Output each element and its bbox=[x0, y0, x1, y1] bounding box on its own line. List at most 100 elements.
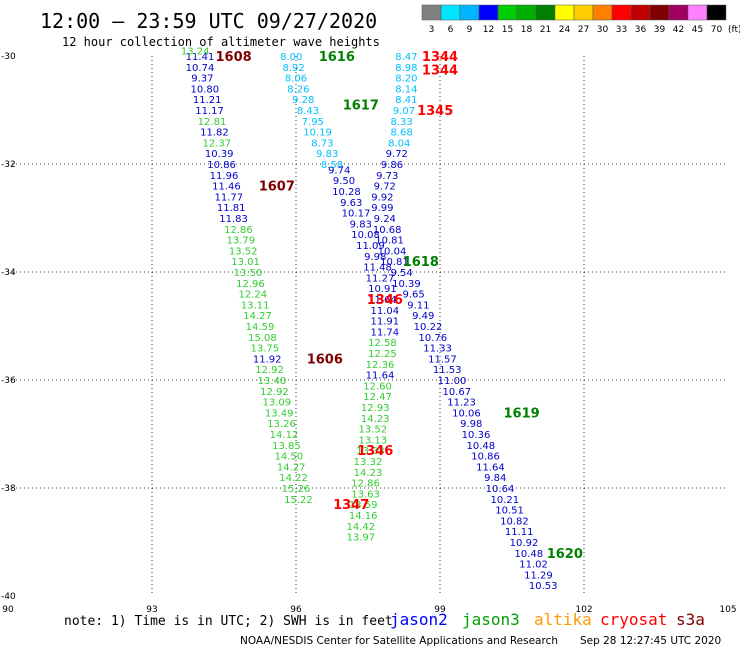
wave-height-value: 12.86 bbox=[351, 479, 380, 490]
wave-height-value: 9.37 bbox=[191, 74, 213, 85]
wave-height-value: 9.24 bbox=[374, 214, 396, 225]
wave-height-value: 11.00 bbox=[438, 376, 467, 387]
wave-height-value: 11.46 bbox=[212, 182, 241, 193]
lon-tick-label: 105 bbox=[719, 605, 736, 615]
pass-number: 1619 bbox=[504, 406, 540, 421]
pass-number: 1344 bbox=[422, 64, 458, 79]
wave-height-value: 10.81 bbox=[380, 257, 409, 268]
legend-bin-label: 42 bbox=[673, 25, 684, 35]
wave-height-value: 9.98 bbox=[460, 419, 482, 430]
wave-height-value: 11.64 bbox=[476, 462, 505, 473]
legend-bin-label: 33 bbox=[616, 25, 627, 35]
wave-height-value: 11.96 bbox=[210, 171, 239, 182]
pass-number: 1607 bbox=[259, 180, 295, 195]
wave-height-value: 12.58 bbox=[368, 338, 397, 349]
lat-tick-label: -38 bbox=[1, 484, 16, 494]
wave-height-value: 9.84 bbox=[484, 473, 506, 484]
wave-height-value: 14.23 bbox=[354, 468, 383, 479]
wave-height-value: 11.64 bbox=[366, 371, 395, 382]
wave-height-value: 9.54 bbox=[390, 268, 412, 279]
mission-name: jason3 bbox=[462, 610, 520, 629]
wave-height-value: 14.27 bbox=[277, 462, 306, 473]
wave-height-value: 10.80 bbox=[190, 84, 219, 95]
wave-height-value: 10.51 bbox=[495, 506, 524, 517]
wave-height-value: 15.26 bbox=[282, 484, 311, 495]
wave-height-value: 14.42 bbox=[346, 522, 375, 533]
wave-height-value: 10.86 bbox=[207, 160, 236, 171]
legend-swatch bbox=[649, 4, 670, 21]
lat-tick-label: -36 bbox=[1, 376, 16, 386]
wave-height-value: 9.83 bbox=[350, 219, 372, 230]
mission-name: jason2 bbox=[390, 610, 448, 629]
wave-height-value: 10.36 bbox=[462, 430, 491, 441]
lon-tick-label: 99 bbox=[434, 605, 446, 615]
wave-height-value: 13.50 bbox=[234, 268, 263, 279]
pass-number: 1344 bbox=[422, 50, 458, 65]
wave-height-value: 11.17 bbox=[195, 106, 224, 117]
wave-height-value: 13.49 bbox=[265, 408, 294, 419]
legend-swatch bbox=[535, 4, 556, 21]
wave-height-value: 13.13 bbox=[358, 435, 387, 446]
wave-height-value: 9.49 bbox=[412, 311, 434, 322]
legend-swatch bbox=[573, 4, 594, 21]
pass-number: 1616 bbox=[319, 50, 355, 65]
wave-height-value: 10.39 bbox=[205, 149, 234, 160]
wave-height-value: 8.14 bbox=[395, 84, 417, 95]
wave-height-value: 12.93 bbox=[361, 403, 390, 414]
wave-height-value: 12.96 bbox=[236, 279, 265, 290]
wave-height-value: 10.76 bbox=[418, 333, 447, 344]
wave-height-value: 9.92 bbox=[371, 192, 393, 203]
footer-credit: NOAA/NESDIS Center for Satellite Applica… bbox=[240, 635, 558, 647]
wave-height-value: 8.58 bbox=[321, 160, 343, 171]
wave-height-value: 8.33 bbox=[390, 117, 412, 128]
wave-height-value: 9.11 bbox=[407, 300, 429, 311]
wave-height-value: 11.92 bbox=[253, 354, 282, 365]
wave-height-value: 14.27 bbox=[243, 311, 272, 322]
wave-height-value: 10.64 bbox=[486, 484, 515, 495]
legend-bin-label: 6 bbox=[448, 25, 454, 35]
legend-bin-label: 21 bbox=[540, 25, 551, 35]
wave-height-value: 10.53 bbox=[529, 581, 558, 592]
wave-height-value: 8.68 bbox=[390, 128, 412, 139]
wave-height-value: 8.98 bbox=[395, 63, 417, 74]
legend-unit: (ft) bbox=[728, 25, 740, 35]
legend-bin-label: 18 bbox=[521, 25, 533, 35]
wave-height-value: 8.47 bbox=[395, 52, 417, 63]
pass-number: 1608 bbox=[216, 50, 252, 65]
legend-swatch bbox=[554, 4, 575, 21]
wave-height-value: 13.11 bbox=[241, 300, 270, 311]
wave-height-value: 13.32 bbox=[354, 457, 383, 468]
wave-height-value: 10.86 bbox=[471, 452, 500, 463]
mission-name: cryosat bbox=[600, 610, 667, 629]
pass-number: 1618 bbox=[403, 255, 439, 270]
wave-height-value: 13.52 bbox=[358, 425, 387, 436]
pass-number: 1606 bbox=[307, 352, 343, 367]
legend-swatch bbox=[497, 4, 518, 21]
wave-height-value: 13.63 bbox=[351, 489, 380, 500]
map-subtitle: 12 hour collection of altimeter wave hei… bbox=[62, 35, 380, 49]
wave-height-value: 9.98 bbox=[364, 252, 386, 263]
legend-bin-label: 24 bbox=[559, 25, 571, 35]
legend-bin-label: 3 bbox=[429, 25, 435, 35]
legend-swatch bbox=[478, 4, 499, 21]
pass-number: 1346 bbox=[357, 444, 393, 459]
mission-name: altika bbox=[534, 610, 592, 629]
wave-height-value: 8.20 bbox=[395, 74, 417, 85]
wave-height-value: 10.67 bbox=[442, 387, 471, 398]
wave-height-value: 8.04 bbox=[388, 138, 410, 149]
wave-height-value: 8.73 bbox=[311, 138, 333, 149]
axis-tick-labels: 90 93 96 99 102 105 -30 -32 -34 -36 -38 -40 bbox=[1, 52, 737, 615]
wave-height-value: 9.83 bbox=[316, 149, 338, 160]
wave-height-value: 11.23 bbox=[447, 398, 476, 409]
wave-height-value: 11.27 bbox=[366, 273, 395, 284]
lat-tick-label: -34 bbox=[1, 268, 16, 278]
wave-height-value: 11.77 bbox=[214, 192, 243, 203]
wave-height-value: 10.39 bbox=[392, 279, 421, 290]
lat-tick-label: -40 bbox=[1, 592, 16, 602]
wave-height-value: 10.21 bbox=[490, 495, 519, 506]
legend-bin-label: 45 bbox=[692, 25, 703, 35]
wave-height-value: 9.73 bbox=[376, 171, 398, 182]
pass-number-labels: 1608 1607 1606 1616 1617 1618 1619 1620 13441344… bbox=[216, 50, 583, 562]
wave-height-value: 13.33 bbox=[356, 446, 385, 457]
wave-height-value: 10.19 bbox=[303, 128, 332, 139]
